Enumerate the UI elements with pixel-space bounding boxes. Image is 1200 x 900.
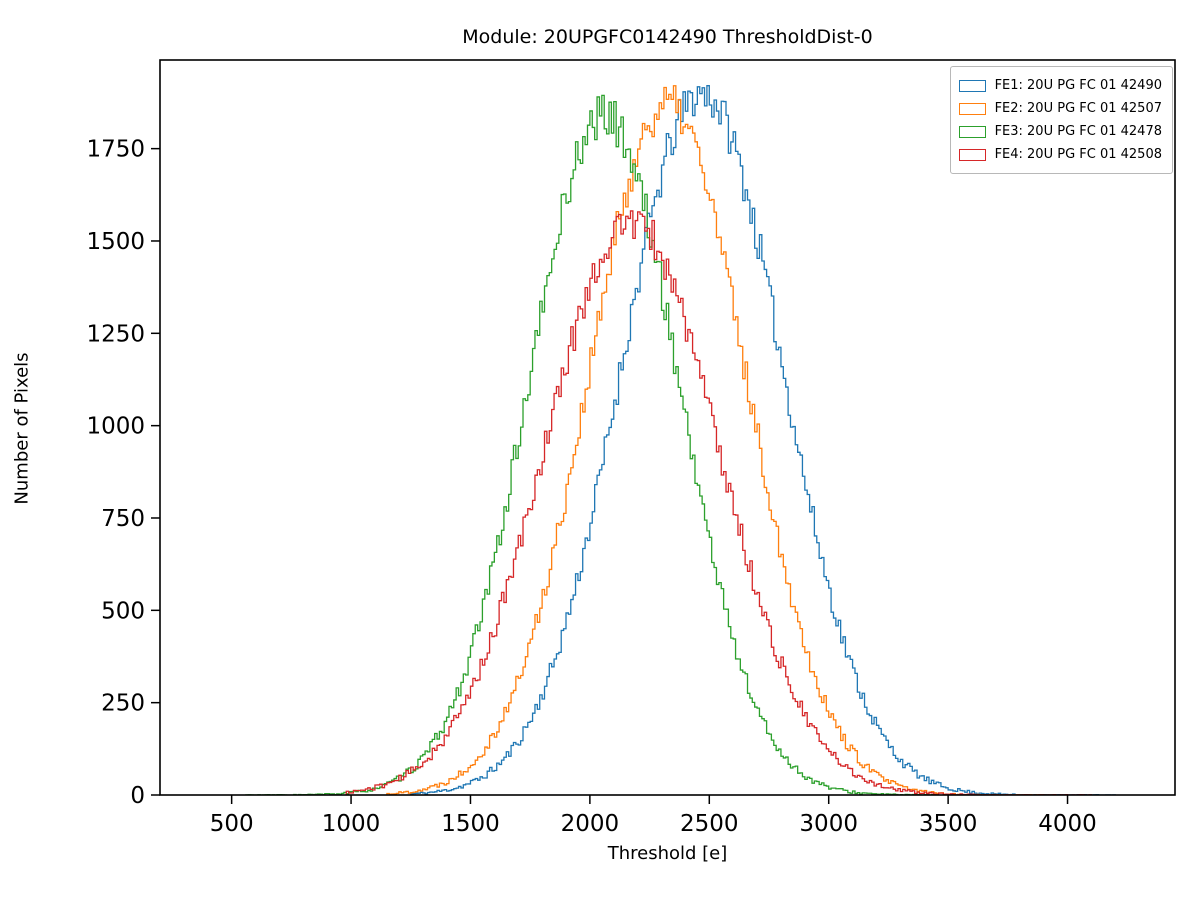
series-curve [386, 85, 1056, 795]
y-tick-label: 1000 [86, 414, 145, 440]
series-curve [245, 94, 937, 795]
legend-entry-fe3: FE3: 20U PG FC 01 42478 [958, 120, 1162, 143]
legend-swatch-fe2-icon [958, 102, 986, 115]
y-tick-label: 1250 [86, 321, 145, 347]
legend-label-fe1: FE1: 20U PG FC 01 42490 [994, 78, 1162, 93]
y-tick-label: 750 [101, 506, 145, 532]
x-tick-label: 2500 [680, 811, 739, 837]
legend-entry-fe2: FE2: 20U PG FC 01 42507 [958, 97, 1162, 120]
legend-swatch-fe4-icon [958, 148, 986, 161]
x-tick-label: 2000 [561, 811, 620, 837]
axes-spines [159, 59, 1176, 796]
series-curve [410, 85, 1116, 795]
y-tick-label: 250 [101, 691, 145, 717]
legend-entry-fe1: FE1: 20U PG FC 01 42490 [958, 74, 1162, 97]
x-tick-label: 3500 [919, 811, 978, 837]
x-tick-label: 3000 [799, 811, 858, 837]
x-tick-label: 4000 [1038, 811, 1097, 837]
legend-label-fe3: FE3: 20U PG FC 01 42478 [994, 124, 1162, 139]
legend: FE1: 20U PG FC 01 42490 FE2: 20U PG FC 0… [949, 66, 1173, 174]
x-tick-label: 1500 [441, 811, 500, 837]
legend-entry-fe4: FE4: 20U PG FC 01 42508 [958, 143, 1162, 166]
legend-swatch-fe1-icon [958, 79, 986, 92]
y-tick-label: 0 [130, 783, 145, 809]
x-tick-label: 1000 [322, 811, 381, 837]
x-tick-label: 500 [210, 811, 254, 837]
series-curve [345, 210, 1093, 795]
legend-label-fe4: FE4: 20U PG FC 01 42508 [994, 147, 1162, 162]
legend-swatch-fe3-icon [958, 125, 986, 138]
legend-label-fe2: FE2: 20U PG FC 01 42507 [994, 101, 1162, 116]
y-tick-label: 500 [101, 598, 145, 624]
chart-title: Module: 20UPGFC0142490 ThresholdDist-0 [462, 26, 873, 48]
x-axis-label: Threshold [e] [607, 843, 728, 864]
y-tick-label: 1750 [86, 137, 145, 163]
y-tick-label: 1500 [86, 229, 145, 255]
